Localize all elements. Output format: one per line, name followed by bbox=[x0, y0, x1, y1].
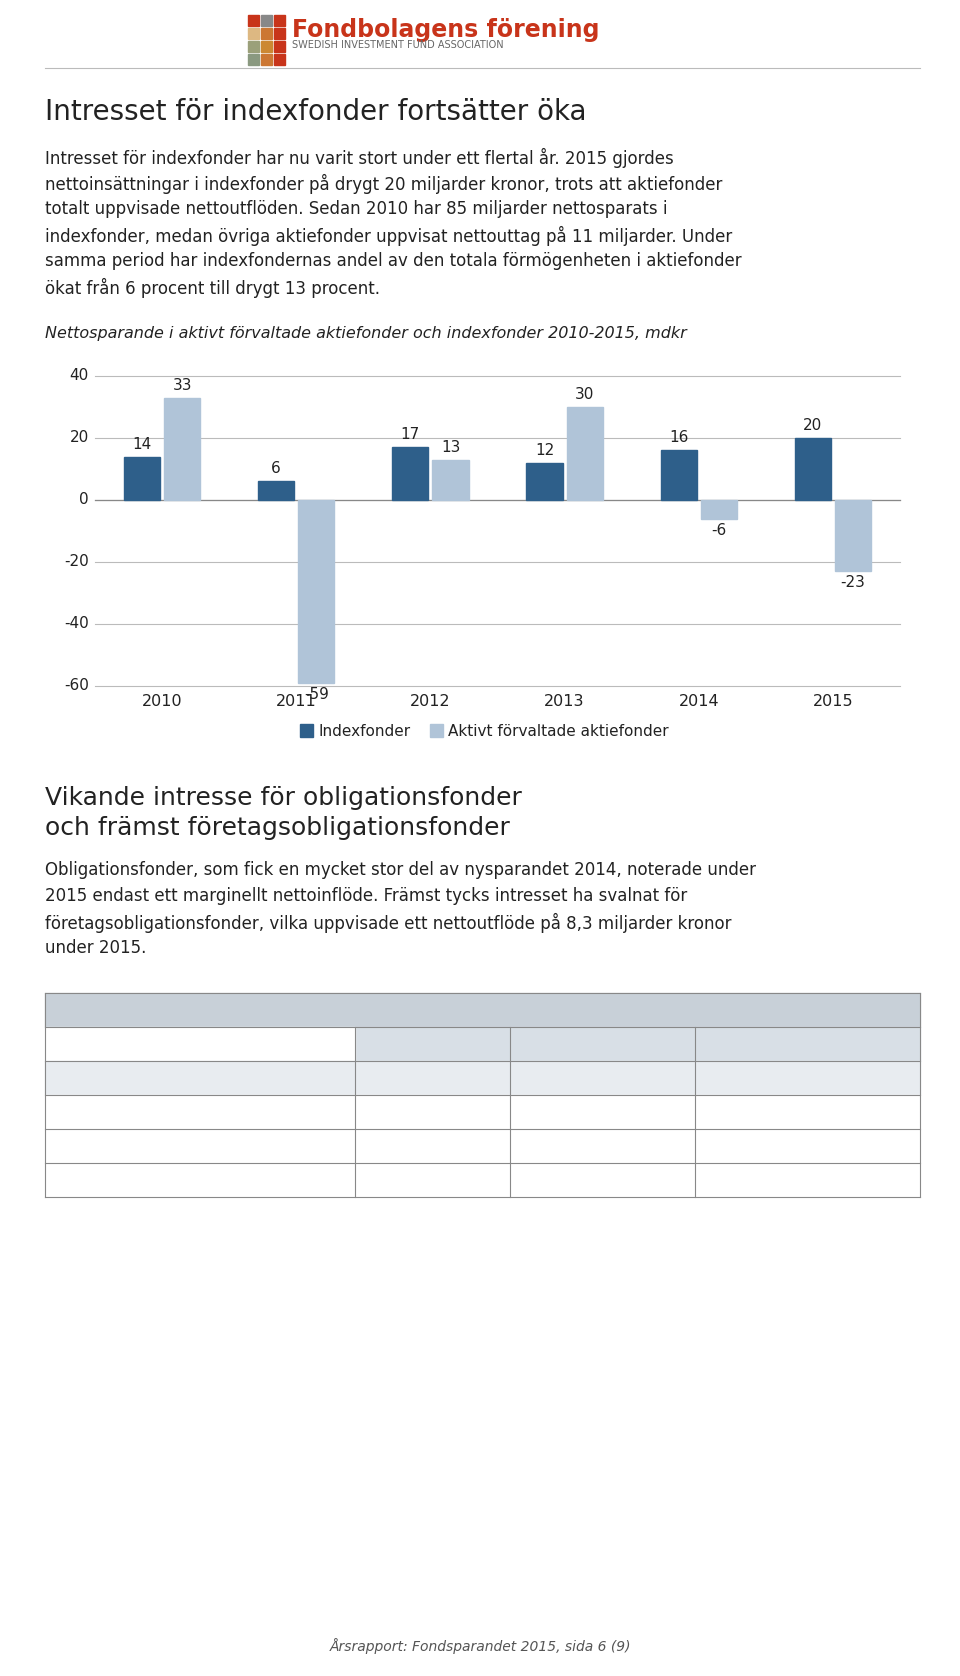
Text: företagsobligationsfonder, vilka uppvisade ett nettoutflöde på 8,3 miljarder kro: företagsobligationsfonder, vilka uppvisa… bbox=[45, 913, 732, 934]
Bar bbox=[430, 724, 443, 737]
Text: -8 295: -8 295 bbox=[578, 1104, 627, 1120]
Text: 2015 endast ett marginellt nettoinflöde. Främst tycks intresset ha svalnat för: 2015 endast ett marginellt nettoinflöde.… bbox=[45, 887, 687, 905]
Text: 2012: 2012 bbox=[410, 694, 451, 709]
Text: 2015: 2015 bbox=[812, 694, 853, 709]
Bar bbox=[274, 54, 285, 65]
Bar bbox=[248, 15, 259, 27]
Text: indexfonder, medan övriga aktiefonder uppvisat nettouttag på 11 miljarder. Under: indexfonder, medan övriga aktiefonder up… bbox=[45, 226, 732, 246]
Bar bbox=[300, 724, 313, 737]
Bar bbox=[248, 54, 259, 65]
Text: Indexfonder: Indexfonder bbox=[318, 724, 410, 739]
Text: och främst företagsobligationsfonder: och främst företagsobligationsfonder bbox=[45, 816, 510, 840]
Bar bbox=[45, 1163, 920, 1197]
Bar bbox=[526, 463, 563, 499]
Bar bbox=[274, 40, 285, 52]
Text: Nettosparande i aktivt förvaltade aktiefonder och indexfonder 2010-2015, mdkr: Nettosparande i aktivt förvaltade aktief… bbox=[45, 327, 686, 340]
Text: 8 384: 8 384 bbox=[581, 1138, 624, 1153]
Text: 2011: 2011 bbox=[276, 694, 317, 709]
Text: Årsrapport: Fondsparandet 2015, sida 6 (9): Årsrapport: Fondsparandet 2015, sida 6 (… bbox=[329, 1637, 631, 1654]
Text: 17: 17 bbox=[400, 427, 420, 442]
Text: Obligationsfonder, som fick en mycket stor del av nysparandet 2014, noterade und: Obligationsfonder, som fick en mycket st… bbox=[45, 861, 756, 878]
Bar bbox=[566, 407, 603, 499]
Bar bbox=[261, 54, 272, 65]
Bar bbox=[299, 499, 334, 682]
Text: 235 440: 235 440 bbox=[776, 1138, 839, 1153]
Text: Företagsobligationsfonder: Företagsobligationsfonder bbox=[51, 1104, 252, 1120]
Bar bbox=[274, 15, 285, 27]
Bar bbox=[248, 28, 259, 39]
Bar bbox=[795, 437, 831, 499]
Text: 91 119: 91 119 bbox=[780, 1104, 834, 1120]
Bar bbox=[258, 481, 294, 499]
Text: 20: 20 bbox=[804, 417, 823, 432]
Text: ökat från 6 procent till drygt 13 procent.: ökat från 6 procent till drygt 13 procen… bbox=[45, 278, 380, 298]
Text: 13: 13 bbox=[441, 439, 460, 454]
Bar bbox=[45, 1061, 920, 1094]
Text: 2015-12-31: 2015-12-31 bbox=[763, 1071, 852, 1086]
Bar bbox=[45, 1027, 355, 1061]
Text: under 2015.: under 2015. bbox=[45, 939, 146, 957]
Text: 40: 40 bbox=[70, 369, 89, 384]
Text: 16: 16 bbox=[669, 431, 688, 446]
Text: nettoinsättningar i indexfonder på drygt 20 miljarder kronor, trots att aktiefon: nettoinsättningar i indexfonder på drygt… bbox=[45, 174, 722, 194]
Text: Summa obligationsfonder: Summa obligationsfonder bbox=[51, 1173, 272, 1188]
Bar bbox=[695, 1027, 920, 1061]
Text: 0: 0 bbox=[80, 493, 89, 508]
Text: 2010: 2010 bbox=[142, 694, 182, 709]
Bar bbox=[248, 40, 259, 52]
Text: 89: 89 bbox=[592, 1173, 613, 1188]
Text: 12: 12 bbox=[535, 442, 554, 458]
Text: Fondbolagens förening: Fondbolagens förening bbox=[292, 18, 599, 42]
Text: 1 516: 1 516 bbox=[411, 1138, 454, 1153]
Text: Nettosparande och förmögenhet i obligationsfonder 2015, mkr: Nettosparande och förmögenhet i obligati… bbox=[212, 1002, 753, 1017]
Text: 6: 6 bbox=[272, 461, 281, 476]
Bar bbox=[261, 15, 272, 27]
Text: Vikande intresse för obligationsfonder: Vikande intresse för obligationsfonder bbox=[45, 786, 522, 810]
Bar bbox=[45, 1094, 920, 1130]
Text: -40: -40 bbox=[64, 617, 89, 632]
Bar bbox=[124, 456, 160, 499]
Text: -59: -59 bbox=[304, 687, 329, 702]
Text: Aktivt förvaltade aktiefonder: Aktivt förvaltade aktiefonder bbox=[448, 724, 668, 739]
Text: -183: -183 bbox=[414, 1173, 451, 1188]
Text: 33: 33 bbox=[173, 377, 192, 392]
Text: -20: -20 bbox=[64, 555, 89, 570]
Text: Intresset för indexfonder har nu varit stort under ett flertal år. 2015 gjordes: Intresset för indexfonder har nu varit s… bbox=[45, 147, 674, 168]
Text: 14: 14 bbox=[132, 437, 152, 451]
Bar bbox=[261, 28, 272, 39]
Text: Fondförmögenhet: Fondförmögenhet bbox=[731, 1036, 884, 1051]
Text: -1 699: -1 699 bbox=[408, 1104, 457, 1120]
Bar bbox=[660, 451, 697, 499]
Text: 20: 20 bbox=[70, 431, 89, 446]
Text: 2014: 2014 bbox=[679, 694, 719, 709]
Bar bbox=[274, 28, 285, 39]
Bar bbox=[393, 447, 428, 499]
Text: Intresset för indexfonder fortsätter öka: Intresset för indexfonder fortsätter öka bbox=[45, 97, 587, 126]
Text: samma period har indexfondernas andel av den totala förmögenheten i aktiefonder: samma period har indexfondernas andel av… bbox=[45, 251, 742, 270]
Text: Jan - Dec: Jan - Dec bbox=[568, 1071, 636, 1086]
Text: 2013: 2013 bbox=[544, 694, 585, 709]
Text: totalt uppvisade nettoutflöden. Sedan 2010 har 85 miljarder nettosparats i: totalt uppvisade nettoutflöden. Sedan 20… bbox=[45, 199, 667, 218]
Bar bbox=[835, 499, 871, 572]
Bar bbox=[261, 40, 272, 52]
Bar bbox=[45, 1130, 920, 1163]
Bar bbox=[45, 992, 920, 1027]
Bar bbox=[164, 397, 201, 499]
Text: December: December bbox=[393, 1071, 472, 1086]
Text: Nettosparande: Nettosparande bbox=[461, 1036, 589, 1051]
Text: -60: -60 bbox=[64, 679, 89, 694]
Text: -6: -6 bbox=[711, 523, 727, 538]
Text: 326 559: 326 559 bbox=[773, 1173, 842, 1188]
Text: SWEDISH INVESTMENT FUND ASSOCIATION: SWEDISH INVESTMENT FUND ASSOCIATION bbox=[292, 40, 504, 50]
Bar bbox=[355, 1027, 695, 1061]
Text: -23: -23 bbox=[841, 575, 866, 590]
Text: Övriga obligationsfonder: Övriga obligationsfonder bbox=[51, 1136, 241, 1155]
Bar bbox=[432, 459, 468, 499]
Bar bbox=[701, 499, 737, 518]
Text: 30: 30 bbox=[575, 387, 594, 402]
